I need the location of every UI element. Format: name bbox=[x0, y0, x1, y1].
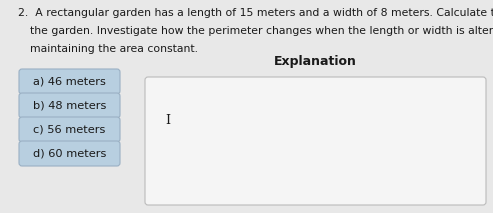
Text: d) 60 meters: d) 60 meters bbox=[33, 148, 106, 158]
Text: I: I bbox=[166, 114, 171, 127]
Text: b) 48 meters: b) 48 meters bbox=[33, 101, 106, 111]
Text: c) 56 meters: c) 56 meters bbox=[34, 125, 106, 134]
FancyBboxPatch shape bbox=[19, 141, 120, 166]
Text: maintaining the area constant.: maintaining the area constant. bbox=[30, 44, 198, 54]
Text: 2.  A rectangular garden has a length of 15 meters and a width of 8 meters. Calc: 2. A rectangular garden has a length of … bbox=[18, 8, 493, 18]
Text: Explanation: Explanation bbox=[274, 55, 357, 68]
Text: a) 46 meters: a) 46 meters bbox=[33, 76, 106, 86]
FancyBboxPatch shape bbox=[145, 77, 486, 205]
FancyBboxPatch shape bbox=[19, 93, 120, 118]
FancyBboxPatch shape bbox=[19, 117, 120, 142]
FancyBboxPatch shape bbox=[19, 69, 120, 94]
Text: the garden. Investigate how the perimeter changes when the length or width is al: the garden. Investigate how the perimete… bbox=[30, 26, 493, 36]
